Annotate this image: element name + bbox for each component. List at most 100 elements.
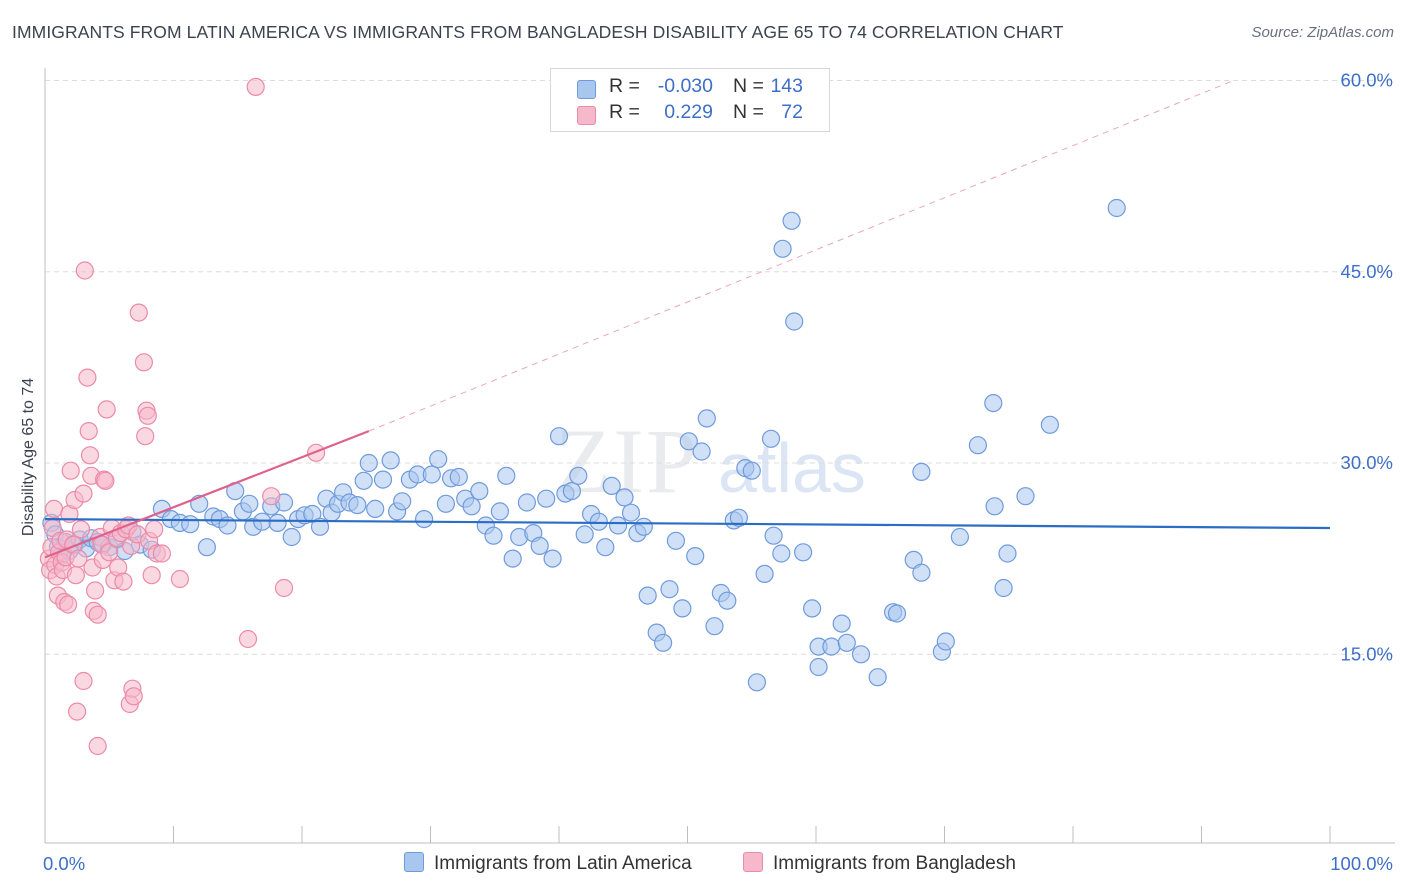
latin-america-point (549, 427, 569, 446)
latin-america-point (569, 466, 588, 485)
latin-america-point (742, 461, 761, 480)
latin-america-point (764, 526, 783, 545)
chart-title: IMMIGRANTS FROM LATIN AMERICA VS IMMIGRA… (12, 22, 1064, 42)
r-label: R = (609, 75, 640, 97)
bangladesh-point (67, 702, 87, 721)
latin-america-point (1040, 415, 1060, 434)
r-value: -0.030 (657, 75, 713, 97)
latin-america-trend-line (44, 518, 1331, 530)
latin-america-point (393, 492, 412, 511)
r-label: R = (609, 101, 640, 123)
bangladesh-point (58, 595, 78, 614)
latin-america-point (851, 645, 871, 664)
latin-america-point (348, 496, 367, 515)
bangladesh-point (274, 578, 294, 598)
latin-america-point (429, 450, 448, 469)
bangladesh-point (88, 736, 107, 756)
latin-america-point (517, 493, 537, 512)
latin-america-point (562, 482, 582, 501)
data-points (39, 77, 1126, 756)
latin-america-point (802, 599, 822, 618)
latin-america-point (181, 515, 200, 534)
bangladesh-point (134, 353, 153, 372)
latin-america-point (589, 512, 608, 531)
latin-america-point (503, 549, 522, 568)
bangladesh-trend-line (44, 430, 370, 559)
latin-america-point (887, 604, 907, 623)
latin-america-point (666, 531, 686, 550)
n-label: N = (733, 75, 764, 97)
bangladesh-point (61, 461, 80, 480)
latin-america-point (718, 591, 737, 610)
latin-america-point (373, 470, 393, 489)
blue-swatch (404, 852, 424, 872)
bangladesh-point (74, 484, 93, 503)
r-value: 0.229 (664, 101, 713, 123)
latin-america-point (985, 497, 1004, 516)
bangladesh-point (97, 400, 116, 419)
gridlines (45, 80, 1395, 655)
bangladesh-point (114, 572, 133, 591)
legend-row-latin-america: R = -0.030 N = 143 (551, 75, 829, 101)
trend-extension (368, 80, 1234, 432)
blue-swatch (577, 80, 596, 99)
latin-america-point (537, 489, 556, 508)
bangladesh-point (78, 368, 97, 387)
tick-labels: 15.0% 30.0% 45.0% 60.0% 0.0% 100.0% (43, 70, 1393, 875)
bangladesh-point (145, 520, 164, 539)
latin-america-point (692, 442, 711, 461)
latin-america-point (686, 546, 705, 566)
y-tick-label: 30.0% (1341, 452, 1393, 473)
latin-america-point (381, 451, 400, 470)
x-tick-label: 0.0% (43, 853, 85, 874)
latin-america-point (809, 657, 828, 677)
bangladesh-point (85, 581, 105, 600)
latin-america-point (530, 536, 549, 556)
latin-america-point (998, 544, 1017, 563)
bangladesh-point (238, 629, 258, 649)
latin-america-point (422, 465, 441, 484)
bangladesh-point (44, 499, 64, 518)
latin-america-point (602, 476, 621, 495)
latin-america-point (449, 467, 468, 487)
latin-america-point (660, 580, 679, 599)
y-tick-label: 60.0% (1341, 70, 1393, 91)
n-value: 72 (781, 101, 803, 123)
latin-america-point (697, 409, 716, 428)
latin-america-point (575, 525, 594, 544)
trend-lines (44, 430, 1331, 559)
latin-america-point (282, 527, 301, 547)
latin-america-point (197, 538, 216, 557)
latin-america-point (638, 586, 657, 605)
latin-america-point (729, 508, 749, 527)
latin-america-point (268, 513, 287, 533)
latin-america-point (615, 488, 634, 507)
latin-america-point (653, 633, 673, 652)
latin-america-point (785, 312, 804, 331)
bangladesh-point (142, 566, 161, 585)
pink-swatch (577, 106, 596, 125)
latin-america-point (608, 516, 628, 535)
latin-america-point (1016, 487, 1035, 506)
bangladesh-point (124, 687, 143, 706)
bangladesh-point (96, 471, 115, 490)
bangladesh-point (152, 544, 171, 563)
series-legend: Immigrants from Latin America Immigrants… (0, 852, 1406, 878)
latin-america-point (773, 239, 792, 258)
latin-america-point (621, 503, 641, 522)
latin-america-point (415, 509, 434, 529)
bangladesh-point (88, 605, 107, 624)
y-tick-label: 15.0% (1341, 643, 1393, 664)
latin-america-point (782, 211, 801, 230)
latin-america-point (912, 563, 931, 582)
bangladesh-point (262, 487, 281, 506)
latin-america-point (936, 632, 955, 651)
y-axis-label: Disability Age 65 to 74 (20, 378, 37, 536)
latin-america-point (462, 497, 481, 516)
bangladesh-point (129, 303, 148, 322)
bangladesh-point (66, 566, 85, 585)
n-value: 143 (770, 75, 803, 97)
bangladesh-point (71, 520, 91, 539)
latin-america-point (747, 673, 767, 692)
